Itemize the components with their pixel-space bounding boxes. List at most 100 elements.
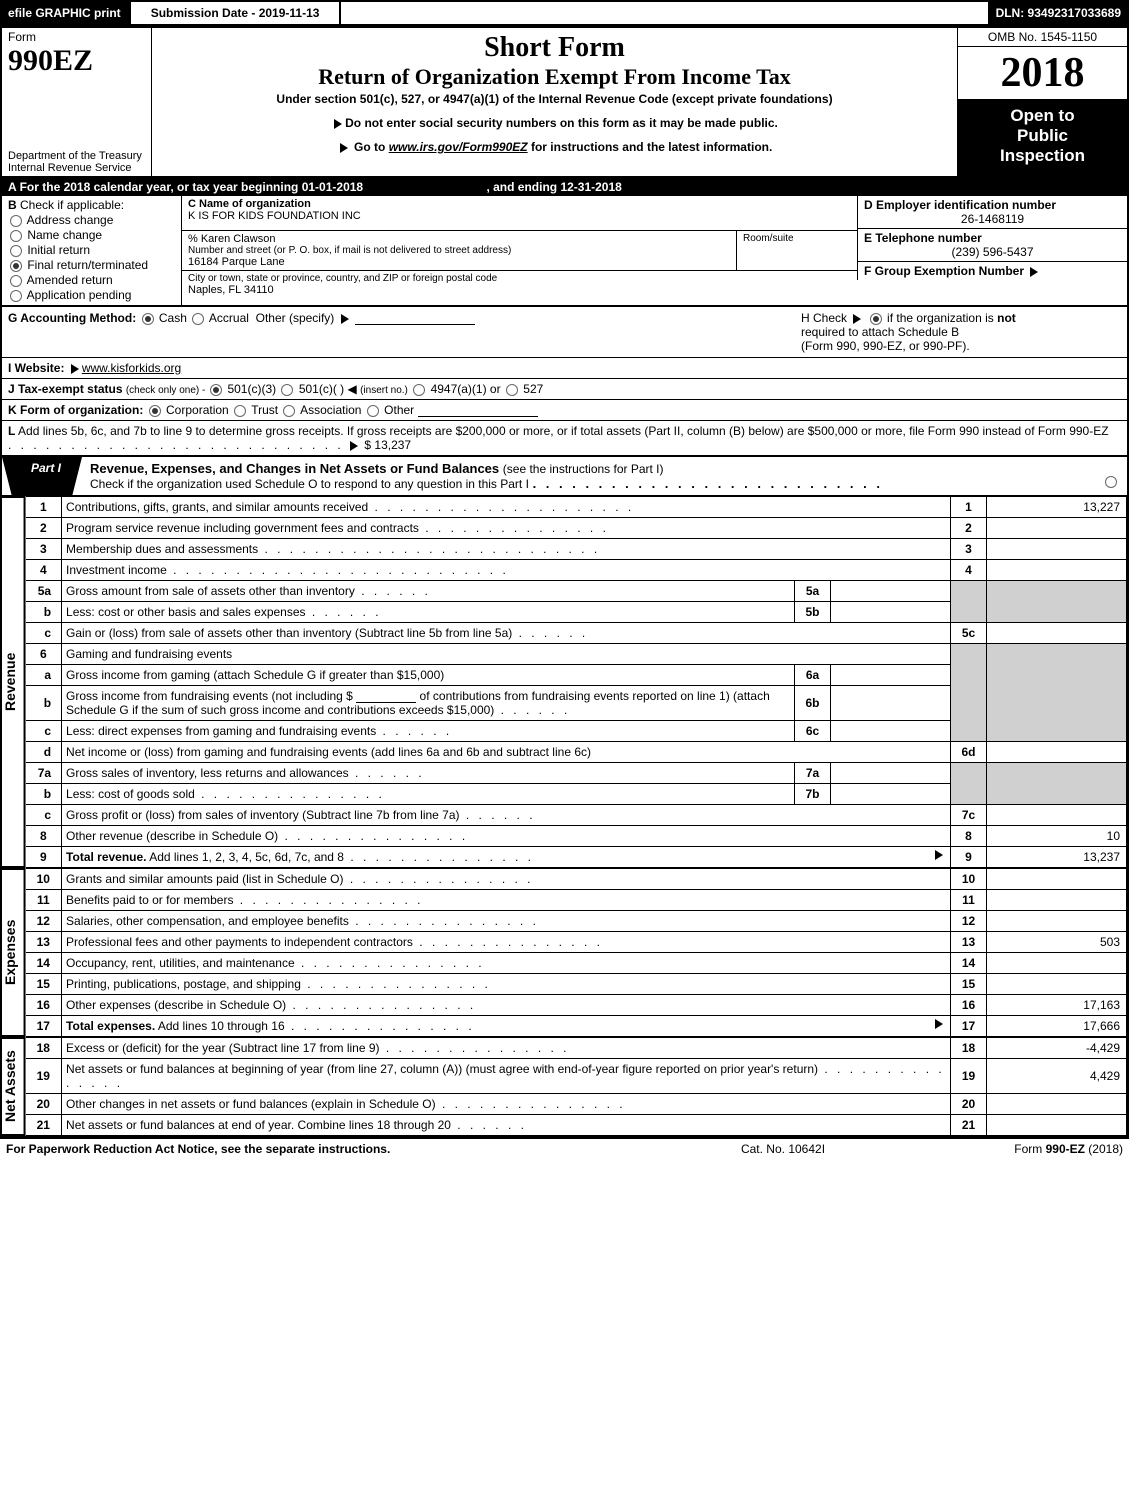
- l-label: L: [8, 424, 15, 438]
- line-13: 13Professional fees and other payments t…: [26, 932, 1127, 953]
- d-ein: 26-1468119: [864, 212, 1121, 226]
- efile-graphic-print[interactable]: efile GRAPHIC print: [0, 0, 129, 26]
- k-other-radio[interactable]: [367, 405, 379, 417]
- line-6d-desc: Net income or (loss) from gaming and fun…: [62, 742, 951, 763]
- netassets-table: 18Excess or (deficit) for the year (Subt…: [26, 1037, 1127, 1136]
- i-label: I Website:: [8, 361, 64, 375]
- line-21: 21Net assets or fund balances at end of …: [26, 1115, 1127, 1136]
- h-line3: (Form 990, 990-EZ, or 990-PF).: [801, 339, 970, 353]
- g-cash-radio[interactable]: [142, 313, 154, 325]
- goto-post: for instructions and the latest informat…: [528, 140, 773, 154]
- dots: [380, 1041, 570, 1055]
- arrow-icon: [340, 143, 348, 153]
- line-9-desc-bold: Total revenue.: [66, 850, 146, 864]
- arrow-icon: [341, 314, 349, 324]
- j-527-radio[interactable]: [506, 384, 518, 396]
- chk-application-pending[interactable]: Application pending: [8, 288, 175, 302]
- line-3-desc: Membership dues and assessments: [66, 542, 258, 556]
- line-5a-desc: Gross amount from sale of assets other t…: [66, 584, 355, 598]
- j-tax-exempt-row: J Tax-exempt status (check only one) - 5…: [2, 379, 1127, 400]
- netassets-side-label: Net Assets: [2, 1037, 26, 1136]
- h-checkbox[interactable]: [870, 313, 882, 325]
- chk-final-return[interactable]: Final return/terminated: [8, 258, 175, 272]
- instructions-link[interactable]: www.irs.gov/Form990EZ: [389, 140, 528, 154]
- line-9-desc: Add lines 1, 2, 3, 4, 5c, 6d, 7c, and 8: [147, 850, 344, 864]
- part1-title-paren: (see the instructions for Part I): [503, 462, 664, 476]
- g-cash-label: Cash: [159, 311, 187, 325]
- part1-schedule-o-check[interactable]: [1105, 476, 1117, 488]
- chk-amended-return[interactable]: Amended return: [8, 273, 175, 287]
- c-city-box: City or town, state or province, country…: [182, 271, 857, 305]
- submission-date: Submission Date - 2019-11-13: [129, 0, 342, 26]
- j-501c-label: 501(c)( ): [299, 382, 344, 396]
- line-8-desc: Other revenue (describe in Schedule O): [66, 829, 278, 843]
- h-not: not: [997, 311, 1016, 325]
- chk-name-change[interactable]: Name change: [8, 228, 175, 242]
- dots: [286, 998, 476, 1012]
- line-14: 14Occupancy, rent, utilities, and mainte…: [26, 953, 1127, 974]
- dots: [512, 626, 588, 640]
- line-4: 4Investment income4: [26, 560, 1127, 581]
- i-website[interactable]: www.kisforkids.org: [82, 361, 181, 375]
- ssn-warning: Do not enter social security numbers on …: [162, 116, 947, 130]
- line-13-desc: Professional fees and other payments to …: [66, 935, 413, 949]
- dots: [419, 521, 609, 535]
- expenses-side-label: Expenses: [2, 868, 26, 1037]
- dots: [376, 724, 452, 738]
- c-room-label: Room/suite: [737, 231, 857, 270]
- expenses-section: Expenses 10Grants and similar amounts pa…: [2, 868, 1127, 1037]
- col-b: B Check if applicable: Address change Na…: [2, 196, 182, 305]
- instructions-line: Go to www.irs.gov/Form990EZ for instruct…: [162, 140, 947, 154]
- dept-treasury: Department of the Treasury: [8, 150, 145, 162]
- j-insert-no: (insert no.): [360, 385, 408, 396]
- part1-check-line: Check if the organization used Schedule …: [90, 477, 529, 491]
- arrow-icon: [350, 441, 358, 451]
- line-5c: cGain or (loss) from sale of assets othe…: [26, 623, 1127, 644]
- k-trust-radio[interactable]: [234, 405, 246, 417]
- k-corp-radio[interactable]: [149, 405, 161, 417]
- arrow-icon: [334, 119, 342, 129]
- h-check: H Check if the organization is not requi…: [801, 311, 1121, 353]
- arrow-icon: [71, 364, 79, 374]
- line-5b: bLess: cost or other basis and sales exp…: [26, 602, 1127, 623]
- revenue-section: Revenue 1Contributions, gifts, grants, a…: [2, 496, 1127, 868]
- line-6b-input[interactable]: [356, 689, 416, 703]
- g-accrual-label: Accrual: [209, 311, 249, 325]
- chk-initial-return[interactable]: Initial return: [8, 243, 175, 257]
- k-assoc-radio[interactable]: [283, 405, 295, 417]
- j-501c3-radio[interactable]: [210, 384, 222, 396]
- dots: [344, 850, 534, 864]
- line-6d: dNet income or (loss) from gaming and fu…: [26, 742, 1127, 763]
- info-grid: B Check if applicable: Address change Na…: [2, 196, 1127, 307]
- d-ein-box: D Employer identification number 26-1468…: [857, 196, 1127, 229]
- line-5a: 5aGross amount from sale of assets other…: [26, 581, 1127, 602]
- title-right: OMB No. 1545-1150 2018 Open to Public In…: [957, 28, 1127, 176]
- line-2: 2Program service revenue including gover…: [26, 518, 1127, 539]
- k-other-input[interactable]: [418, 403, 538, 417]
- c-street: 16184 Parque Lane: [188, 256, 730, 268]
- title-row: Form 990EZ Department of the Treasury In…: [2, 28, 1127, 178]
- line-2-desc: Program service revenue including govern…: [66, 521, 419, 535]
- title-center: Short Form Return of Organization Exempt…: [152, 28, 957, 176]
- line-19: 19Net assets or fund balances at beginni…: [26, 1059, 1127, 1094]
- chk-address-change[interactable]: Address change: [8, 213, 175, 227]
- k-other-label: Other: [384, 403, 414, 417]
- g-accrual-radio[interactable]: [192, 313, 204, 325]
- j-4947-radio[interactable]: [413, 384, 425, 396]
- arrow-icon: [935, 1019, 943, 1029]
- topbar-spacer: [341, 0, 987, 26]
- g-other-input[interactable]: [355, 311, 475, 325]
- dots: [295, 956, 485, 970]
- part1-label: Part I: [2, 457, 82, 495]
- col-c: C Name of organization K IS FOR KIDS FOU…: [182, 196, 857, 305]
- h-post: if the organization is: [887, 311, 997, 325]
- dots: [344, 872, 534, 886]
- dots: [355, 584, 431, 598]
- arrow-icon: [1030, 267, 1038, 277]
- line-3: 3Membership dues and assessments3: [26, 539, 1127, 560]
- period-end: 12-31-2018: [560, 180, 621, 194]
- line-11-desc: Benefits paid to or for members: [66, 893, 233, 907]
- title-left: Form 990EZ Department of the Treasury In…: [2, 28, 152, 176]
- line-6a-desc: Gross income from gaming (attach Schedul…: [62, 665, 795, 686]
- j-501c-radio[interactable]: [281, 384, 293, 396]
